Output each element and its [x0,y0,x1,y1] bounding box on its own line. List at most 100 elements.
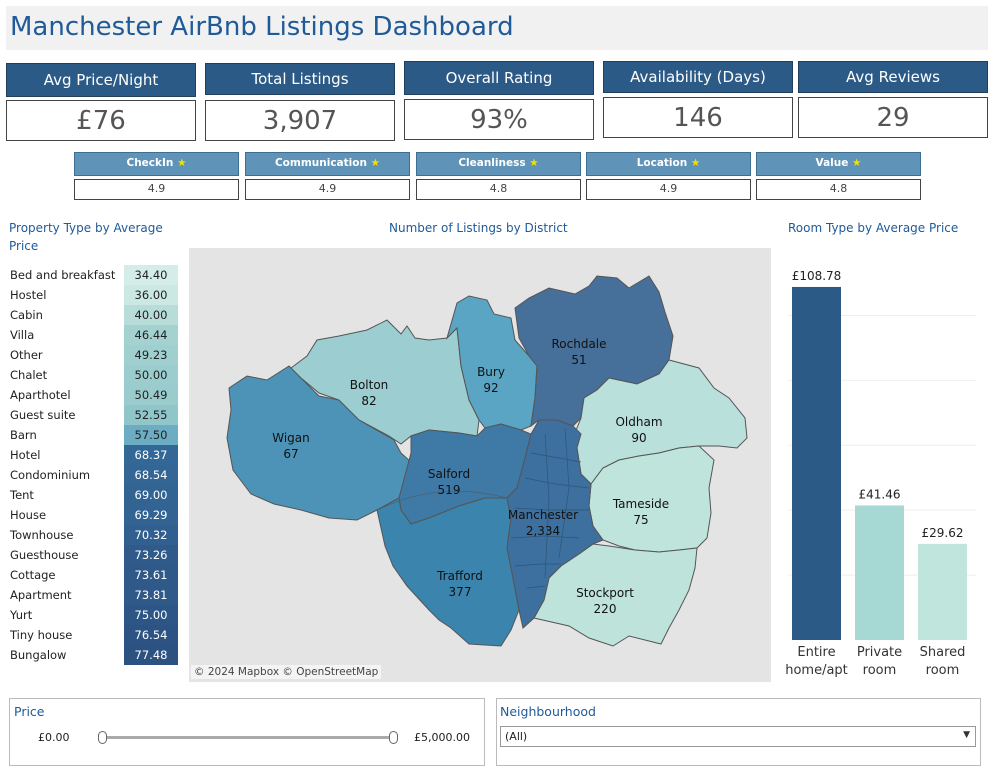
neighbourhood-selected-value: (All) [505,730,528,743]
kpi-overall-rating-header: Overall Rating [404,61,594,95]
property-label: Guest suite [10,408,76,422]
property-row[interactable]: Tent 69.00 [6,485,178,505]
district-count: 220 [593,602,617,616]
property-row[interactable]: Chalet 50.00 [6,365,178,385]
district-count: 51 [571,353,587,367]
property-row[interactable]: Condominium 68.54 [6,465,178,485]
property-price-cell: 73.81 [124,585,178,605]
property-row[interactable]: Cottage 73.61 [6,565,178,585]
property-price-cell: 75.00 [124,605,178,625]
title-bar [6,6,988,50]
property-row[interactable]: Hostel 36.00 [6,285,178,305]
district-name: Stockport [576,586,634,600]
district-label-rochdale: Rochdale 51 [527,336,631,368]
property-row[interactable]: Villa 46.44 [6,325,178,345]
property-type-title-line2: Price [9,239,39,253]
property-label: Hostel [10,288,47,302]
subrating-communication-header: Communication ★ [245,152,410,176]
neighbourhood-filter-title: Neighbourhood [500,704,596,719]
map-attribution[interactable]: © 2024 Mapbox © OpenStreetMap [191,665,382,679]
property-row[interactable]: Bungalow 77.48 [6,645,178,665]
property-row[interactable]: Hotel 68.37 [6,445,178,465]
property-row[interactable]: Guesthouse 73.26 [6,545,178,565]
kpi-avg-price-value: £76 [6,100,196,141]
property-price-cell: 34.40 [124,265,178,285]
bar[interactable] [855,505,904,640]
kpi-availability-header: Availability (Days) [603,61,793,93]
property-price-cell: 36.00 [124,285,178,305]
property-row[interactable]: Other 49.23 [6,345,178,365]
district-map-svg [189,248,771,682]
property-row[interactable]: Apartment 73.81 [6,585,178,605]
property-label: Yurt [10,608,33,622]
subrating-location-label: Location [636,157,688,169]
room-type-title: Room Type by Average Price [788,221,959,235]
district-name: Salford [427,467,471,481]
star-icon: ★ [690,157,701,169]
star-icon: ★ [529,157,539,169]
price-slider-max-handle[interactable] [389,731,398,744]
price-slider-track[interactable] [102,736,394,739]
category-label: home/apt [785,663,848,678]
kpi-avg-reviews-value: 29 [798,97,988,138]
subrating-cleanliness-value: 4.8 [416,179,581,200]
property-price-cell: 69.00 [124,485,178,505]
category-label: room [863,663,897,678]
property-label: House [10,508,47,522]
property-label: Tiny house [10,628,73,642]
manchester-ward-lines [510,427,590,589]
subrating-value-label: Value [815,157,849,169]
category-label: Private [857,645,902,660]
kpi-availability-value: 146 [603,97,793,138]
property-row[interactable]: Tiny house 76.54 [6,625,178,645]
map-title: Number of Listings by District [389,221,568,235]
district-name: Tameside [612,497,670,511]
property-price-cell: 40.00 [124,305,178,325]
district-label-stockport: Stockport 220 [555,585,655,617]
district-label-tameside: Tameside 75 [591,496,691,528]
property-row[interactable]: Aparthotel 50.49 [6,385,178,405]
neighbourhood-select[interactable]: (All) ▼ [500,726,976,747]
property-row[interactable]: Bed and breakfast 34.40 [6,265,178,285]
property-label: Bed and breakfast [10,268,116,282]
property-price-cell: 70.32 [124,525,178,545]
subrating-cleanliness-header: Cleanliness ★ [416,152,581,176]
property-type-title-line1: Property Type by Average [9,221,163,235]
dashboard-title: Manchester AirBnb Listings Dashboard [10,12,514,42]
kpi-avg-price-header: Avg Price/Night [6,63,196,97]
district-count: 92 [483,381,499,395]
star-icon: ★ [852,157,862,169]
property-row[interactable]: Cabin 40.00 [6,305,178,325]
kpi-total-listings-value: 3,907 [205,100,395,141]
property-label: Cottage [10,568,56,582]
district-map[interactable]: Rochdale 51 Bolton 82 Bury 92 Oldham 90 Wiga… [189,248,771,682]
district-name: Manchester [507,508,579,522]
property-row[interactable]: Townhouse 70.32 [6,525,178,545]
property-label: Hotel [10,448,41,462]
property-price-cell: 49.23 [124,345,178,365]
property-row[interactable]: House 69.29 [6,505,178,525]
category-label: Entire [797,645,835,660]
kpi-total-listings-header: Total Listings [205,63,395,95]
bar[interactable] [792,286,841,640]
property-row[interactable]: Guest suite 52.55 [6,405,178,425]
property-row[interactable]: Barn 57.50 [6,425,178,445]
bar-value-label: £108.78 [792,269,842,283]
property-label: Other [10,348,43,362]
bar-value-label: £41.46 [859,487,901,501]
price-filter-title: Price [14,704,45,719]
district-count: 82 [361,394,377,408]
district-name: Oldham [615,415,663,429]
subrating-value-header: Value ★ [756,152,921,176]
property-price-cell: 50.49 [124,385,178,405]
star-icon: ★ [177,157,187,169]
subrating-checkin-header: CheckIn ★ [74,152,239,176]
bar[interactable] [918,543,967,640]
property-row[interactable]: Yurt 75.00 [6,605,178,625]
subrating-checkin-value: 4.9 [74,179,239,200]
price-max-label: £5,000.00 [414,731,470,744]
price-slider-min-handle[interactable] [98,731,107,744]
subrating-location-header: Location ★ [586,152,751,176]
category-label: Shared [920,645,966,660]
trafford-salford-border-line [376,491,508,511]
